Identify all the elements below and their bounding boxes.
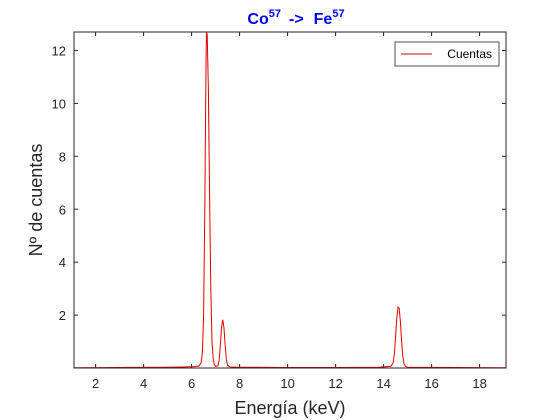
chart-title: Co57 -> Fe57 (247, 8, 344, 28)
y-tick-labels: 2 4 6 8 10 12 (52, 44, 66, 324)
title-superscript-2: 57 (332, 8, 344, 20)
legend-label-cuentas: Cuentas (447, 47, 492, 61)
x-tick-label: 10 (280, 376, 294, 391)
title-superscript-1: 57 (269, 8, 281, 20)
x-axis-label: Energía (keV) (234, 398, 345, 418)
y-tick-label: 10 (52, 96, 66, 111)
y-tick-label: 6 (59, 202, 66, 217)
axes-box (73, 31, 507, 369)
x-tick-label: 12 (328, 376, 342, 391)
x-tick-label: 14 (376, 376, 390, 391)
y-tick-label: 2 (59, 308, 66, 323)
y-tick-label: 12 (52, 44, 66, 59)
x-tick-label: 2 (92, 376, 99, 391)
title-base-1: Co (247, 11, 269, 28)
y-tick-label: 8 (59, 149, 66, 164)
x-tick-label: 4 (140, 376, 147, 391)
legend: Cuentas (394, 41, 500, 67)
plot-area (74, 32, 506, 368)
y-axis-label: Nº de cuentas (26, 144, 46, 257)
x-tick-labels: 2 4 6 8 10 12 14 16 18 (92, 376, 487, 391)
y-tick-label: 4 (59, 255, 66, 270)
series-line-cuentas (73, 31, 507, 369)
x-tick-label: 16 (424, 376, 438, 391)
x-tick-label: 8 (236, 376, 243, 391)
x-tick-label: 6 (188, 376, 195, 391)
title-arrow: -> (289, 11, 304, 28)
x-tick-label: 18 (472, 376, 486, 391)
title-base-2: Fe (314, 11, 333, 28)
